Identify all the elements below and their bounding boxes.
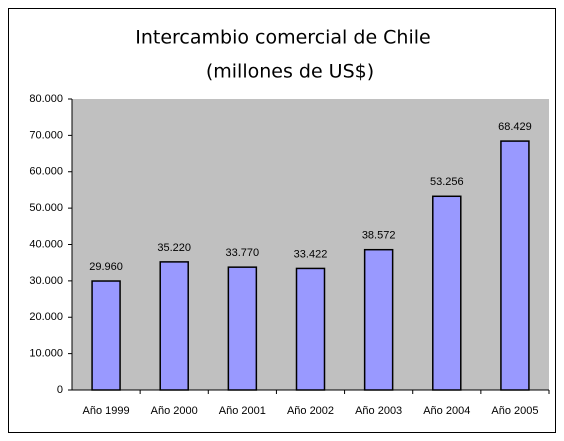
bar <box>500 140 530 391</box>
x-tick-label: Año 2004 <box>423 405 470 417</box>
y-tick-label: 20.000 <box>29 311 63 323</box>
y-tick-label: 30.000 <box>29 275 63 287</box>
value-label: 68.429 <box>498 121 532 133</box>
y-tick-label: 80.000 <box>29 93 63 105</box>
y-tick-label: 0 <box>57 384 63 396</box>
y-tick-label: 10.000 <box>29 348 63 360</box>
bar <box>227 266 258 391</box>
value-label: 33.770 <box>226 247 260 259</box>
value-label: 38.572 <box>362 230 396 242</box>
x-tick-label: Año 2003 <box>355 405 402 417</box>
x-tick-label: Año 2000 <box>151 405 198 417</box>
bar <box>159 261 189 391</box>
bar <box>363 248 394 391</box>
x-tick-label: Año 2001 <box>219 405 266 417</box>
chart-subtitle: (millones de US$) <box>206 61 374 83</box>
bar <box>91 280 121 391</box>
x-tick-label: Año 2005 <box>491 405 538 417</box>
chart-title: Intercambio comercial de Chile <box>135 27 430 49</box>
value-label: 33.422 <box>294 248 328 260</box>
bar <box>432 195 462 391</box>
y-tick-label: 40.000 <box>29 238 63 250</box>
x-tick-label: Año 1999 <box>83 405 130 417</box>
value-label: 35.220 <box>157 242 191 254</box>
y-tick-label: 70.000 <box>29 129 63 141</box>
y-tick-label: 60.000 <box>29 166 63 178</box>
x-tick-label: Año 2002 <box>287 405 334 417</box>
y-tick-label: 50.000 <box>29 202 63 214</box>
bar <box>295 267 326 391</box>
value-label: 29.960 <box>89 261 123 273</box>
value-label: 53.256 <box>430 176 464 188</box>
